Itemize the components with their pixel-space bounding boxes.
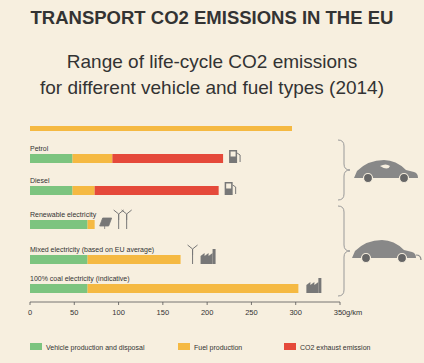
bar-segment: [30, 154, 73, 163]
factory-body: [306, 282, 318, 293]
fuel-pump-icon: [229, 150, 240, 163]
bar-segment: [73, 154, 113, 163]
bar-segment: [30, 186, 73, 195]
legend-label: Vehicle production and disposal: [46, 344, 145, 352]
car-wheel: [398, 254, 407, 263]
factory-icon: [306, 278, 321, 293]
pump-window: [226, 184, 231, 189]
category-label: Diesel: [30, 177, 50, 184]
bar-segment: [112, 154, 223, 163]
windmill-icon: [122, 210, 132, 229]
category-label: Renewable electricity: [30, 211, 97, 219]
bar-segment: [73, 186, 95, 195]
pump-body: [225, 182, 233, 195]
x-tick: [118, 302, 119, 305]
chart: TRANSPORT CO2 EMISSIONS IN THE EU Range o…: [0, 0, 424, 363]
bar-segment: [88, 255, 181, 264]
x-tick-label: 100: [112, 308, 125, 317]
bar-segment: [30, 284, 88, 293]
fuel-pump-icon: [225, 182, 236, 195]
title: TRANSPORT CO2 EMISSIONS IN THE EU: [31, 7, 394, 28]
brace: [338, 206, 350, 296]
x-tick-label: 300: [289, 308, 302, 317]
factory-body: [201, 253, 213, 264]
legend-swatch: [178, 343, 190, 350]
solar-panel-icon: [100, 218, 112, 229]
pump-hose: [233, 185, 236, 194]
windmill-blades: [122, 210, 132, 220]
legend-label: CO2 exhaust emission: [300, 344, 371, 351]
bar-segment: [180, 255, 181, 264]
windmill-blades: [114, 210, 124, 220]
car-plug: [416, 255, 421, 260]
category-label: Petrol: [30, 145, 49, 152]
car-leaf: [380, 165, 390, 169]
factory-chimney: [213, 249, 216, 264]
bar-segment: [88, 284, 299, 293]
category-label: 100% coal electricity (indicative): [30, 275, 130, 283]
x-tick: [74, 302, 75, 305]
subtitle-line: Range of life-cycle CO2 emissions: [67, 51, 357, 72]
bar-segment: [30, 255, 88, 264]
pump-window: [231, 152, 236, 157]
x-tick-label: 50: [70, 308, 78, 317]
factory-chimney: [318, 278, 321, 293]
x-axis-label: g/km: [346, 308, 362, 317]
car-body: [352, 240, 416, 258]
x-axis: [30, 302, 340, 303]
x-tick-label: 250: [245, 308, 258, 317]
windmill-icon: [114, 210, 124, 229]
windmill-icon: [188, 245, 198, 264]
car-wheel: [400, 174, 409, 183]
car-body: [354, 160, 418, 178]
category-label: Mixed electricity (based on EU average): [30, 246, 154, 254]
bar-segment: [30, 220, 88, 229]
windmill-blades: [188, 245, 198, 255]
rule: [30, 126, 292, 131]
pump-hose: [237, 153, 240, 162]
subtitle-line: for different vehicle and fuel types (20…: [40, 77, 384, 98]
bar-segment: [298, 284, 299, 293]
subtitle: Range of life-cycle CO2 emissions for dif…: [40, 51, 384, 98]
bar-segment: [95, 186, 219, 195]
bars: [30, 154, 298, 293]
brace: [338, 140, 350, 200]
x-tick-label: 150: [157, 308, 170, 317]
car-wheel: [364, 174, 373, 183]
car-icon: [354, 160, 418, 183]
x-tick: [162, 302, 163, 305]
x-tick: [251, 302, 252, 305]
bar-segment: [94, 220, 95, 229]
legend-swatch: [284, 343, 296, 350]
x-tick: [295, 302, 296, 305]
x-tick: [30, 302, 31, 305]
electric-car-icon: [352, 240, 421, 263]
pump-body: [229, 150, 237, 163]
legend-swatch: [30, 343, 42, 350]
x-tick: [340, 302, 341, 305]
x-tick: [207, 302, 208, 305]
x-tick-label: 200: [201, 308, 214, 317]
car-wheel: [362, 254, 371, 263]
factory-icon: [201, 249, 216, 264]
x-tick-label: 0: [28, 308, 32, 317]
legend-label: Fuel production: [194, 344, 242, 352]
bar-segment: [88, 220, 95, 229]
x-tick-label: 350: [334, 308, 347, 317]
